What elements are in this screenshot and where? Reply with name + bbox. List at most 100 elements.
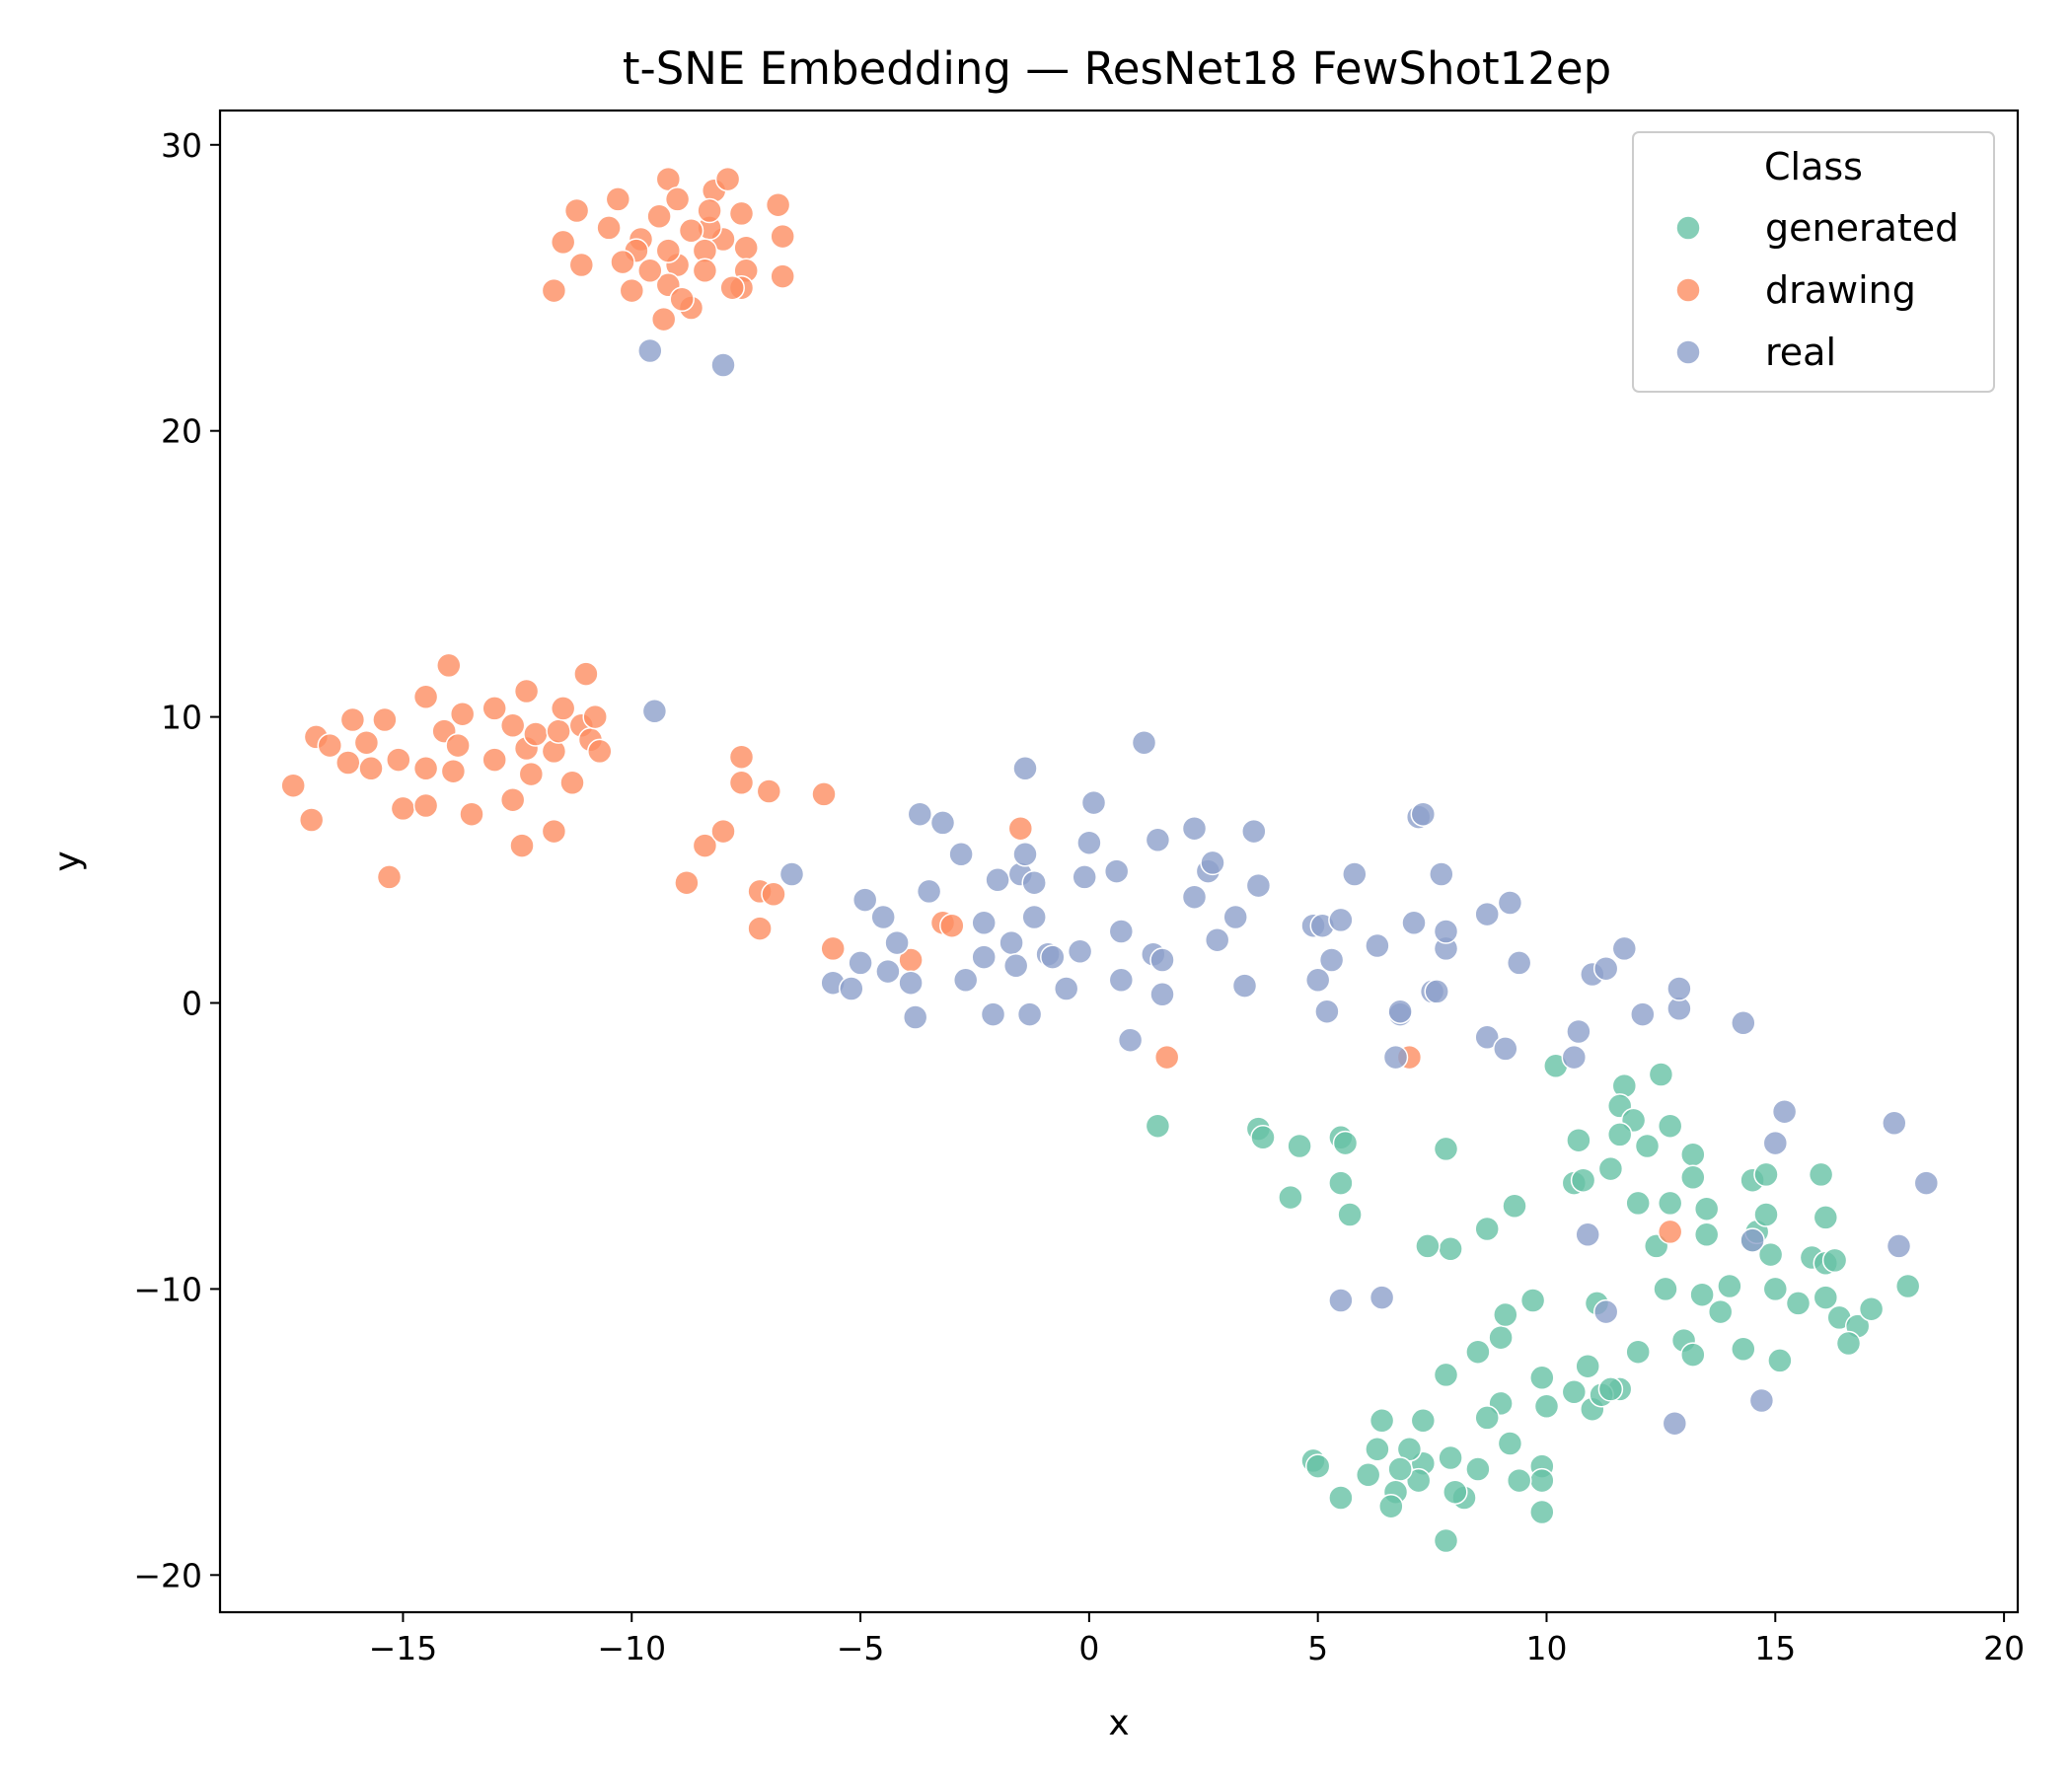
point-real-15 [929, 810, 956, 836]
point-drawing-28 [605, 186, 631, 212]
point-generated-40 [1835, 1330, 1862, 1357]
point-generated-97 [1145, 1113, 1171, 1139]
point-real-34 [1072, 864, 1097, 890]
point-drawing-69 [550, 696, 576, 721]
point-drawing-70 [559, 770, 585, 796]
point-generated-74 [1438, 1236, 1463, 1262]
point-real-91 [1739, 1227, 1765, 1253]
point-drawing-59 [499, 712, 526, 739]
point-real-90 [1731, 1010, 1756, 1036]
y-axis-ticks: 30 20 10 0 −10 −20 [133, 126, 220, 1594]
point-real-8 [870, 904, 896, 930]
legend-marker-drawing [1675, 277, 1701, 303]
point-drawing-85 [811, 781, 837, 807]
x-tick-label-20: 20 [1983, 1629, 2025, 1667]
point-drawing-57 [481, 696, 507, 721]
points-layer [280, 166, 1940, 1554]
point-drawing-26 [619, 277, 645, 304]
point-drawing-16 [678, 218, 704, 244]
point-real-35 [1076, 830, 1102, 855]
point-generated-14 [1657, 1113, 1683, 1139]
point-drawing-23 [637, 258, 663, 284]
point-generated-16 [1693, 1196, 1720, 1221]
point-real-53 [1241, 818, 1267, 845]
point-real-71 [1429, 861, 1454, 887]
point-real-32 [1053, 976, 1079, 1001]
point-drawing-43 [358, 756, 384, 781]
point-real-29 [1021, 904, 1047, 930]
point-drawing-54 [445, 732, 471, 759]
point-generated-19 [1653, 1276, 1678, 1302]
point-generated-43 [1731, 1336, 1756, 1363]
point-real-2 [641, 699, 668, 724]
legend-label-real: real [1765, 331, 1836, 374]
point-generated-22 [1707, 1298, 1734, 1325]
point-generated-71 [1438, 1444, 1463, 1471]
x-axis-ticks: −15 −10 −5 0 5 10 15 20 [369, 1612, 2025, 1667]
point-real-74 [1474, 901, 1500, 927]
point-generated-46 [1625, 1339, 1651, 1365]
point-generated-39 [1858, 1295, 1885, 1322]
point-real-54 [1245, 872, 1272, 899]
point-drawing-82 [747, 916, 773, 941]
point-generated-89 [1337, 1202, 1363, 1227]
point-real-77 [1497, 890, 1523, 916]
point-drawing-74 [582, 703, 608, 730]
point-drawing-41 [339, 706, 366, 733]
point-generated-33 [1821, 1247, 1848, 1274]
point-real-10 [884, 929, 910, 956]
point-real-88 [1662, 1410, 1688, 1437]
point-generated-88 [1304, 1453, 1331, 1479]
point-drawing-90 [1007, 815, 1034, 842]
point-real-38 [1108, 919, 1135, 944]
point-generated-45 [1680, 1342, 1706, 1368]
point-drawing-77 [692, 833, 718, 858]
point-drawing-39 [317, 732, 343, 759]
point-drawing-65 [523, 721, 549, 747]
point-real-87 [1666, 976, 1692, 1001]
point-real-19 [971, 944, 997, 970]
point-real-83 [1592, 955, 1619, 982]
point-generated-59 [1506, 1467, 1532, 1494]
point-generated-51 [1575, 1353, 1600, 1379]
point-real-46 [1181, 884, 1208, 910]
point-generated-75 [1415, 1233, 1441, 1259]
legend-title: Class [1764, 145, 1863, 188]
legend-label-drawing: drawing [1765, 268, 1916, 312]
point-generated-90 [1328, 1170, 1354, 1196]
point-real-31 [1040, 944, 1066, 970]
point-drawing-27 [610, 249, 635, 275]
point-generated-36 [1808, 1161, 1834, 1188]
point-generated-92 [1332, 1130, 1359, 1156]
x-tick-label--10: −10 [597, 1629, 666, 1667]
point-generated-5 [1606, 1122, 1633, 1147]
point-generated-66 [1474, 1405, 1500, 1431]
point-real-81 [1575, 1221, 1600, 1248]
point-drawing-33 [541, 277, 567, 304]
point-generated-70 [1443, 1479, 1468, 1505]
point-drawing-66 [541, 818, 567, 845]
point-real-43 [1145, 827, 1171, 853]
point-real-17 [952, 967, 979, 994]
point-generated-76 [1410, 1408, 1437, 1434]
point-real-9 [875, 958, 901, 985]
point-generated-7 [1566, 1127, 1591, 1153]
point-drawing-53 [440, 758, 467, 784]
point-drawing-45 [376, 864, 403, 890]
point-generated-85 [1355, 1462, 1381, 1488]
point-drawing-62 [513, 678, 540, 704]
point-real-93 [1771, 1098, 1798, 1125]
legend-label-generated: generated [1765, 206, 1959, 250]
point-real-94 [1748, 1387, 1775, 1414]
point-generated-10 [1597, 1155, 1624, 1182]
x-axis-label: x [1108, 1703, 1129, 1743]
point-drawing-4 [765, 191, 791, 218]
point-drawing-55 [449, 701, 476, 727]
point-real-39 [1108, 967, 1135, 994]
point-real-85 [1630, 1001, 1656, 1027]
point-generated-60 [1497, 1431, 1523, 1456]
point-drawing-56 [459, 801, 484, 827]
chart-title: t-SNE Embedding — ResNet18 FewShot12ep [623, 42, 1611, 95]
point-drawing-72 [573, 661, 599, 687]
point-generated-34 [1813, 1285, 1839, 1310]
